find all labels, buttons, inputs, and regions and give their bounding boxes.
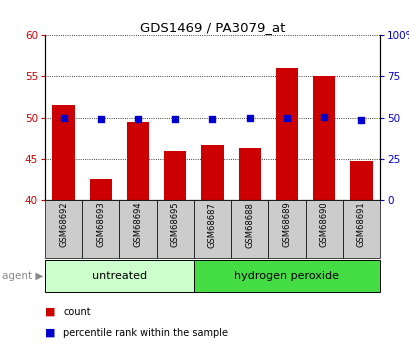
Bar — [119, 200, 156, 258]
Point — [97, 116, 104, 122]
Bar — [193, 200, 231, 258]
Bar — [275, 68, 297, 200]
Bar — [305, 200, 342, 258]
Text: percentile rank within the sample: percentile rank within the sample — [63, 328, 228, 338]
Bar — [312, 76, 335, 200]
Text: agent ▶: agent ▶ — [2, 271, 43, 281]
Text: GSM68691: GSM68691 — [356, 202, 365, 247]
Bar — [90, 179, 112, 200]
Point — [60, 115, 67, 120]
Text: GSM68695: GSM68695 — [171, 202, 179, 247]
Text: GSM68688: GSM68688 — [245, 202, 254, 248]
Text: untreated: untreated — [92, 271, 147, 281]
Text: hydrogen peroxide: hydrogen peroxide — [234, 271, 339, 281]
Point — [320, 114, 327, 119]
Title: GDS1469 / PA3079_at: GDS1469 / PA3079_at — [139, 21, 285, 34]
Bar — [164, 150, 186, 200]
Point — [357, 117, 364, 123]
Bar — [52, 105, 74, 200]
Bar — [231, 200, 267, 258]
Text: GSM68692: GSM68692 — [59, 202, 68, 247]
Text: GSM68689: GSM68689 — [282, 202, 291, 247]
Point — [172, 116, 178, 122]
Bar — [201, 145, 223, 200]
Bar — [45, 200, 82, 258]
Text: GSM68694: GSM68694 — [133, 202, 142, 247]
Point — [135, 116, 141, 121]
Point — [209, 116, 215, 122]
Bar — [193, 260, 379, 292]
Point — [283, 115, 290, 120]
Bar — [156, 200, 193, 258]
Text: GSM68690: GSM68690 — [319, 202, 328, 247]
Bar — [45, 260, 193, 292]
Point — [246, 116, 252, 121]
Text: GSM68687: GSM68687 — [207, 202, 216, 248]
Bar — [82, 200, 119, 258]
Bar — [126, 122, 149, 200]
Text: GSM68693: GSM68693 — [96, 202, 105, 247]
Bar — [238, 148, 260, 200]
Text: ■: ■ — [45, 307, 55, 317]
Bar — [342, 200, 379, 258]
Text: count: count — [63, 307, 91, 317]
Text: ■: ■ — [45, 328, 55, 338]
Bar — [267, 200, 305, 258]
Bar — [349, 161, 372, 200]
